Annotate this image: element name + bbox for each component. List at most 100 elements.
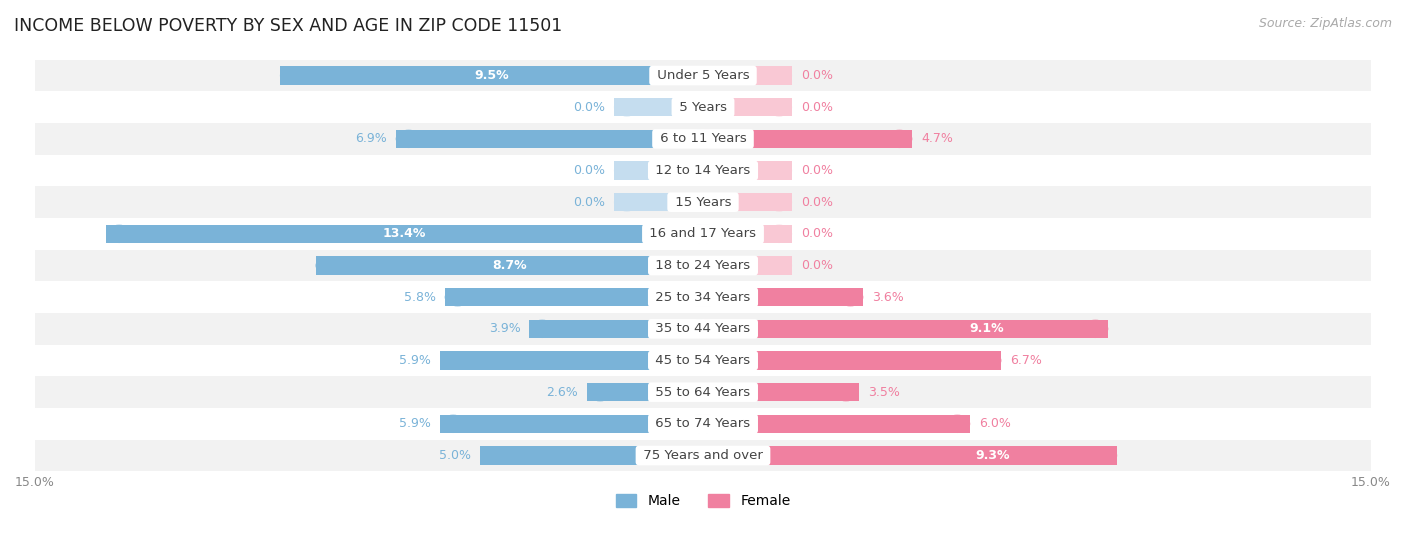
Text: INCOME BELOW POVERTY BY SEX AND AGE IN ZIP CODE 11501: INCOME BELOW POVERTY BY SEX AND AGE IN Z…	[14, 17, 562, 35]
Text: 0.0%: 0.0%	[574, 164, 605, 177]
Circle shape	[695, 130, 720, 148]
Bar	[703, 288, 863, 306]
Text: 25 to 34 Years: 25 to 34 Years	[651, 291, 755, 304]
Text: 2.6%: 2.6%	[547, 386, 578, 399]
Text: 8.7%: 8.7%	[492, 259, 527, 272]
Bar	[35, 345, 1371, 376]
Circle shape	[695, 352, 720, 369]
Text: 5 Years: 5 Years	[675, 101, 731, 113]
Bar	[481, 446, 703, 465]
Text: 65 to 74 Years: 65 to 74 Years	[651, 418, 755, 430]
Circle shape	[766, 98, 792, 116]
Text: 9.1%: 9.1%	[969, 323, 1004, 335]
Text: 0.0%: 0.0%	[801, 196, 832, 209]
Circle shape	[614, 162, 640, 180]
Circle shape	[695, 67, 720, 85]
Text: 6.7%: 6.7%	[1011, 354, 1042, 367]
Text: Source: ZipAtlas.com: Source: ZipAtlas.com	[1258, 17, 1392, 30]
Circle shape	[945, 415, 970, 433]
Text: 0.0%: 0.0%	[574, 196, 605, 209]
Bar	[703, 383, 859, 401]
Bar	[703, 446, 1118, 465]
Circle shape	[1091, 446, 1118, 465]
Circle shape	[686, 257, 711, 274]
Circle shape	[695, 257, 720, 274]
Bar	[703, 320, 1108, 338]
Circle shape	[686, 98, 711, 116]
Bar	[614, 193, 703, 211]
Bar	[395, 130, 703, 148]
Text: 3.9%: 3.9%	[489, 323, 520, 335]
Bar	[614, 162, 703, 180]
Circle shape	[686, 67, 711, 85]
Text: 6.9%: 6.9%	[356, 132, 387, 145]
Bar	[107, 225, 703, 243]
Text: 35 to 44 Years: 35 to 44 Years	[651, 323, 755, 335]
Circle shape	[686, 130, 711, 148]
Text: 0.0%: 0.0%	[801, 228, 832, 240]
Bar	[529, 320, 703, 338]
Text: 9.5%: 9.5%	[474, 69, 509, 82]
Bar	[35, 186, 1371, 218]
Bar	[444, 288, 703, 306]
Legend: Male, Female: Male, Female	[610, 489, 796, 514]
Circle shape	[614, 193, 640, 211]
Circle shape	[686, 352, 711, 369]
Circle shape	[686, 320, 711, 338]
Circle shape	[686, 383, 711, 401]
Bar	[35, 250, 1371, 281]
Bar	[35, 60, 1371, 91]
Text: 16 and 17 Years: 16 and 17 Years	[645, 228, 761, 240]
Circle shape	[695, 98, 720, 116]
Bar	[35, 408, 1371, 440]
Circle shape	[1083, 320, 1108, 338]
Bar	[440, 415, 703, 433]
Bar	[315, 257, 703, 274]
Circle shape	[440, 415, 465, 433]
Circle shape	[976, 352, 1001, 369]
Circle shape	[588, 383, 613, 401]
Circle shape	[695, 383, 720, 401]
Circle shape	[766, 225, 792, 243]
Text: Under 5 Years: Under 5 Years	[652, 69, 754, 82]
Circle shape	[686, 162, 711, 180]
Bar	[703, 257, 792, 274]
Text: 3.6%: 3.6%	[872, 291, 904, 304]
Bar	[35, 123, 1371, 155]
Circle shape	[695, 415, 720, 433]
Circle shape	[529, 320, 555, 338]
Text: 0.0%: 0.0%	[801, 164, 832, 177]
Bar	[703, 98, 792, 116]
Text: 6.0%: 6.0%	[979, 418, 1011, 430]
Circle shape	[686, 288, 711, 306]
Text: 0.0%: 0.0%	[801, 69, 832, 82]
Text: 12 to 14 Years: 12 to 14 Years	[651, 164, 755, 177]
Bar	[35, 218, 1371, 250]
Circle shape	[695, 225, 720, 243]
Circle shape	[832, 383, 859, 401]
Text: 3.5%: 3.5%	[868, 386, 900, 399]
Circle shape	[766, 193, 792, 211]
Bar	[703, 162, 792, 180]
Circle shape	[766, 162, 792, 180]
Circle shape	[614, 98, 640, 116]
Bar	[35, 440, 1371, 471]
Text: 4.7%: 4.7%	[921, 132, 953, 145]
Circle shape	[695, 320, 720, 338]
Circle shape	[280, 67, 305, 85]
Bar	[703, 352, 1001, 369]
Text: 0.0%: 0.0%	[801, 259, 832, 272]
Text: 9.3%: 9.3%	[976, 449, 1010, 462]
Bar	[35, 281, 1371, 313]
Circle shape	[695, 162, 720, 180]
Bar	[35, 155, 1371, 186]
Circle shape	[444, 288, 471, 306]
Bar	[280, 67, 703, 85]
Text: 75 Years and over: 75 Years and over	[638, 449, 768, 462]
Circle shape	[695, 288, 720, 306]
Circle shape	[686, 415, 711, 433]
Text: 5.0%: 5.0%	[440, 449, 471, 462]
Text: 45 to 54 Years: 45 to 54 Years	[651, 354, 755, 367]
Circle shape	[838, 288, 863, 306]
Circle shape	[887, 130, 912, 148]
